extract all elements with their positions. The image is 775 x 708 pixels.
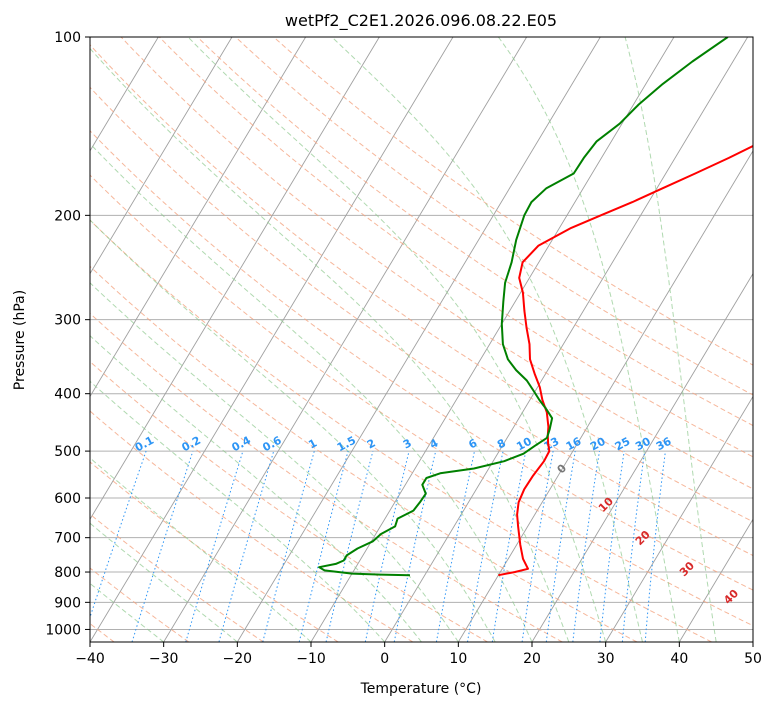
dry-adiabat-line [90, 219, 712, 642]
moist-adiabat-line [331, 37, 643, 642]
mixing-ratio-line [262, 450, 315, 642]
x-tick-label: −30 [149, 651, 179, 667]
y-axis-ticks: 100 200 300 400 500 600 700 800 900 1000 [45, 30, 90, 638]
mixing-ratio-line [545, 451, 576, 642]
isotherm-line [531, 272, 753, 642]
moist-adiabat-line [624, 37, 717, 642]
y-tick-label: 700 [54, 531, 81, 547]
isotherm-line [236, 37, 601, 642]
dry-adiabats [90, 37, 753, 642]
isotherm-line [384, 37, 749, 642]
y-axis-label: Pressure (hPa) [12, 290, 28, 390]
dry-adiabat-line [273, 37, 753, 366]
y-tick-label: 500 [54, 444, 81, 460]
dry-adiabat-line [235, 37, 753, 396]
mixing-ratio-label: 13 [542, 435, 562, 454]
mixing-ratio-label: 25 [613, 435, 633, 454]
mixing-ratio-label: 36 [654, 434, 674, 453]
isotherm-line [678, 518, 753, 642]
dry-adiabat-line [90, 130, 753, 591]
dry-adiabat-line [90, 513, 264, 642]
x-tick-label: 10 [449, 651, 467, 667]
y-tick-label: 300 [54, 313, 81, 329]
dry-adiabat-line [90, 44, 753, 523]
mixing-ratio-line [364, 450, 410, 642]
mixing-ratio-label: 30 [633, 435, 653, 454]
x-tick-label: 0 [380, 651, 389, 667]
x-tick-label: 40 [670, 651, 688, 667]
mixing-ratio-line [599, 451, 625, 642]
mixing-ratio-line [572, 451, 600, 642]
sounding-series [318, 37, 753, 577]
moist-adiabat-line [90, 582, 164, 642]
chart-title: wetPf2_C2E1.2026.096.08.22.E05 [285, 11, 557, 31]
moist-adiabat-line [90, 219, 496, 642]
x-tick-label: 50 [744, 651, 762, 667]
x-axis-label: Temperature (°C) [360, 681, 482, 697]
isotherm-line [90, 37, 307, 398]
mixing-ratio-line [325, 450, 374, 642]
isotherm-line [90, 37, 159, 152]
moist-adiabat-line [90, 47, 570, 642]
isotherm-line [605, 395, 753, 642]
y-tick-label: 200 [54, 208, 81, 224]
isotherm-line [90, 37, 454, 642]
dry-adiabat-line [90, 86, 753, 557]
dry-adiabat-line [158, 37, 753, 458]
moist-adiabat-line [90, 380, 386, 642]
dewpoint-line [318, 37, 729, 577]
y-tick-label: 400 [54, 387, 81, 403]
mixing-ratio-line [185, 450, 244, 642]
mixing-ratio-line [218, 450, 275, 642]
x-tick-label: −40 [75, 651, 105, 667]
mixing-ratio-line [644, 451, 666, 642]
x-tick-label: −10 [296, 651, 326, 667]
dry-adiabat-line [120, 37, 753, 490]
moist-adiabat-line [497, 37, 680, 642]
x-tick-label: 20 [523, 651, 541, 667]
mixing-ratio-line [131, 450, 194, 642]
moist-adiabat-line [90, 522, 238, 642]
dry-adiabat-line [90, 312, 563, 642]
moist-adiabats [90, 37, 717, 642]
y-tick-label: 1000 [45, 622, 81, 638]
mixing-ratio-line [521, 451, 554, 642]
dry-adiabat-line [90, 265, 638, 642]
y-tick-label: 600 [54, 491, 81, 507]
y-tick-label: 800 [54, 565, 81, 581]
isotherm-line [90, 37, 233, 275]
mixing-ratio-label: 16 [564, 434, 584, 453]
isotherm-line [163, 37, 528, 642]
temperature-line [498, 144, 753, 577]
moist-adiabat-line [187, 37, 607, 642]
mixing-ratio-label: 20 [588, 435, 608, 454]
mixing-ratio-line [621, 451, 646, 642]
moist-adiabat-line [90, 282, 459, 642]
isotherm-line [90, 37, 380, 521]
isotherm-line [457, 150, 753, 642]
x-axis-ticks: −40 −30 −20 −10 0 10 20 30 40 50 [75, 642, 762, 667]
mixing-ratio-line [393, 450, 437, 642]
pressure-gridlines [90, 37, 753, 630]
mixing-ratio-lines [90, 450, 666, 642]
y-tick-label: 100 [54, 30, 81, 46]
plot-area: 0.10.20.40.611.52346810131620253036-100-… [90, 37, 753, 642]
moist-adiabat-line [90, 457, 312, 642]
dry-adiabat-line [90, 461, 339, 642]
moist-adiabat-line [90, 335, 422, 642]
dry-adiabat-line [90, 360, 488, 642]
x-tick-label: −20 [223, 651, 253, 667]
moist-adiabat-line [90, 142, 533, 642]
mixing-ratio-line [298, 450, 349, 642]
x-tick-label: 30 [597, 651, 615, 667]
plot-frame [89, 36, 754, 643]
y-tick-label: 900 [54, 595, 81, 611]
